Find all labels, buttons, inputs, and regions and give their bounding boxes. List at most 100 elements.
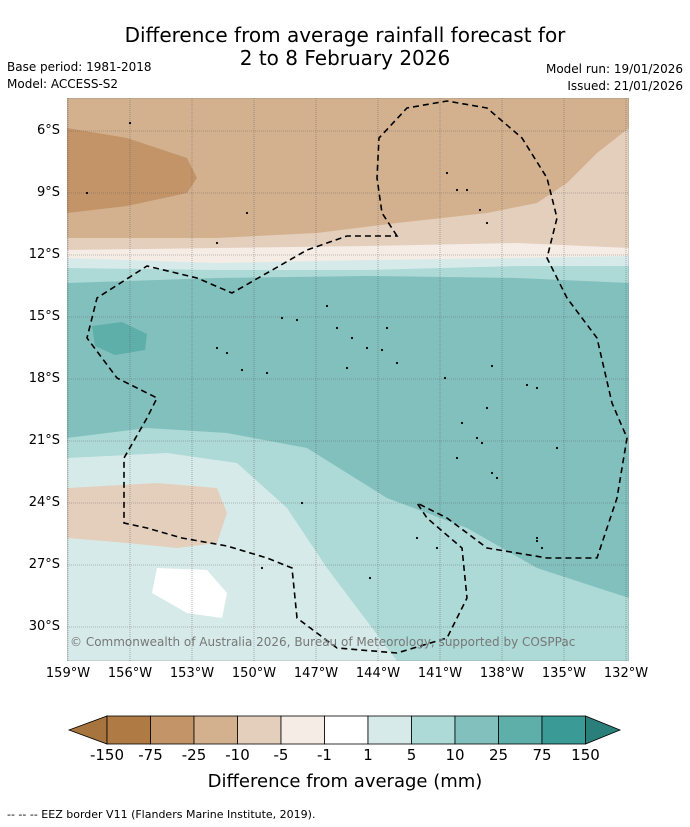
dry-zone-northwest xyxy=(67,128,197,213)
lat-label: 18°S xyxy=(28,371,60,386)
island-marker xyxy=(540,546,544,550)
colorbar-bin xyxy=(454,715,499,745)
island-marker xyxy=(490,364,494,368)
colorbar-bin xyxy=(150,715,195,745)
island-marker xyxy=(495,476,499,480)
colorbar-tick-label: 150 xyxy=(571,746,600,764)
title-line-2: 2 to 8 February 2026 xyxy=(239,46,451,70)
lon-label: 144°W xyxy=(355,666,401,681)
island-marker xyxy=(485,221,489,225)
colorbar xyxy=(67,715,622,745)
island-marker xyxy=(380,348,384,352)
eez-legend: -- -- -- EEZ border V11 (Flanders Marine… xyxy=(7,808,316,821)
island-marker xyxy=(240,368,244,372)
map-title: Difference from average rainfall forecas… xyxy=(0,24,690,70)
meta-left: Base period: 1981-2018 Model: ACCESS-S2 xyxy=(7,59,152,93)
lon-label: 132°W xyxy=(603,666,649,681)
island-marker xyxy=(295,318,299,322)
colorbar-tick-label: -150 xyxy=(89,746,125,764)
island-marker xyxy=(385,326,389,330)
lat-label: 15°S xyxy=(28,309,60,324)
issued-date: Issued: 21/01/2026 xyxy=(567,79,683,93)
lon-label: 141°W xyxy=(417,666,463,681)
wet-zone-core xyxy=(92,322,147,355)
colorbar-bin xyxy=(237,715,282,745)
rainfall-map: © Commonwealth of Australia 2026, Bureau… xyxy=(67,98,629,661)
colorbar-tick-label: 5 xyxy=(406,746,417,764)
island-marker xyxy=(535,536,539,540)
colorbar-bin xyxy=(193,715,238,745)
colorbar-tick-label: 10 xyxy=(445,746,465,764)
lon-label: 153°W xyxy=(169,666,215,681)
island-marker xyxy=(415,536,419,540)
colorbar-tick-label: -1 xyxy=(317,746,332,764)
island-marker xyxy=(280,316,284,320)
colorbar-tick-label: -25 xyxy=(181,746,207,764)
island-marker xyxy=(128,121,132,125)
graticule xyxy=(67,98,629,661)
island-marker xyxy=(300,501,304,505)
colorbar-tick-label: -75 xyxy=(138,746,163,764)
island-marker xyxy=(265,371,269,375)
lon-label: 135°W xyxy=(541,666,587,681)
lon-label: 150°W xyxy=(231,666,277,681)
colorbar-tick-label: -10 xyxy=(225,746,250,764)
island-marker xyxy=(445,171,449,175)
island-marker xyxy=(350,336,354,340)
lon-label: 156°W xyxy=(107,666,153,681)
island-marker xyxy=(555,446,559,450)
islands xyxy=(85,121,559,580)
colorbar-bin xyxy=(324,715,369,745)
island-marker xyxy=(395,361,399,365)
copyright-notice: © Commonwealth of Australia 2026, Bureau… xyxy=(70,635,575,649)
model-run: Model run: 19/01/2026 xyxy=(545,62,683,76)
island-marker xyxy=(335,326,339,330)
colorbar-tick-label: 1 xyxy=(363,746,373,764)
colorbar-bin xyxy=(280,715,325,745)
lat-label: 27°S xyxy=(28,557,60,572)
dry-zone-north-inner xyxy=(67,98,629,238)
island-marker xyxy=(490,471,494,475)
island-marker xyxy=(260,566,264,570)
island-marker xyxy=(455,456,459,460)
island-marker xyxy=(460,421,464,425)
colorbar-bin xyxy=(106,715,151,745)
wet-zone-strong xyxy=(67,276,629,598)
colorbar-tick-label: -5 xyxy=(273,746,289,764)
island-marker xyxy=(325,304,329,308)
island-marker xyxy=(535,539,539,543)
colorbar-extend-low xyxy=(67,715,108,745)
island-marker xyxy=(215,346,219,350)
island-marker xyxy=(225,351,229,355)
lon-label: 138°W xyxy=(479,666,525,681)
neutral-zone-south xyxy=(152,568,227,618)
dry-zone-south xyxy=(67,483,227,548)
colorbar-bin xyxy=(367,715,412,745)
island-marker xyxy=(525,383,529,387)
meta-right: Model run: 19/01/2026 Issued: 21/01/2026 xyxy=(546,61,683,95)
island-marker xyxy=(435,546,439,550)
island-marker xyxy=(215,241,219,245)
island-marker xyxy=(365,346,369,350)
island-marker xyxy=(535,386,539,390)
colorbar-bin xyxy=(498,715,543,745)
island-marker xyxy=(485,406,489,410)
base-period: Base period: 1981-2018 xyxy=(7,60,152,74)
colorbar-extend-high xyxy=(585,715,622,745)
title-line-1: Difference from average rainfall forecas… xyxy=(124,23,566,47)
island-marker xyxy=(475,436,479,440)
lon-label: 159°W xyxy=(45,666,91,681)
lat-label: 9°S xyxy=(36,185,60,200)
island-marker xyxy=(455,188,459,192)
lat-label: 21°S xyxy=(28,433,60,448)
lat-label: 6°S xyxy=(36,123,60,138)
colorbar-bin xyxy=(411,715,456,745)
colorbar-bin xyxy=(541,715,586,745)
island-marker xyxy=(465,188,469,192)
lat-label: 12°S xyxy=(28,247,60,262)
island-marker xyxy=(478,208,482,212)
lat-label: 30°S xyxy=(28,619,60,634)
island-marker xyxy=(443,376,447,380)
island-marker xyxy=(245,211,249,215)
island-marker xyxy=(480,441,484,445)
